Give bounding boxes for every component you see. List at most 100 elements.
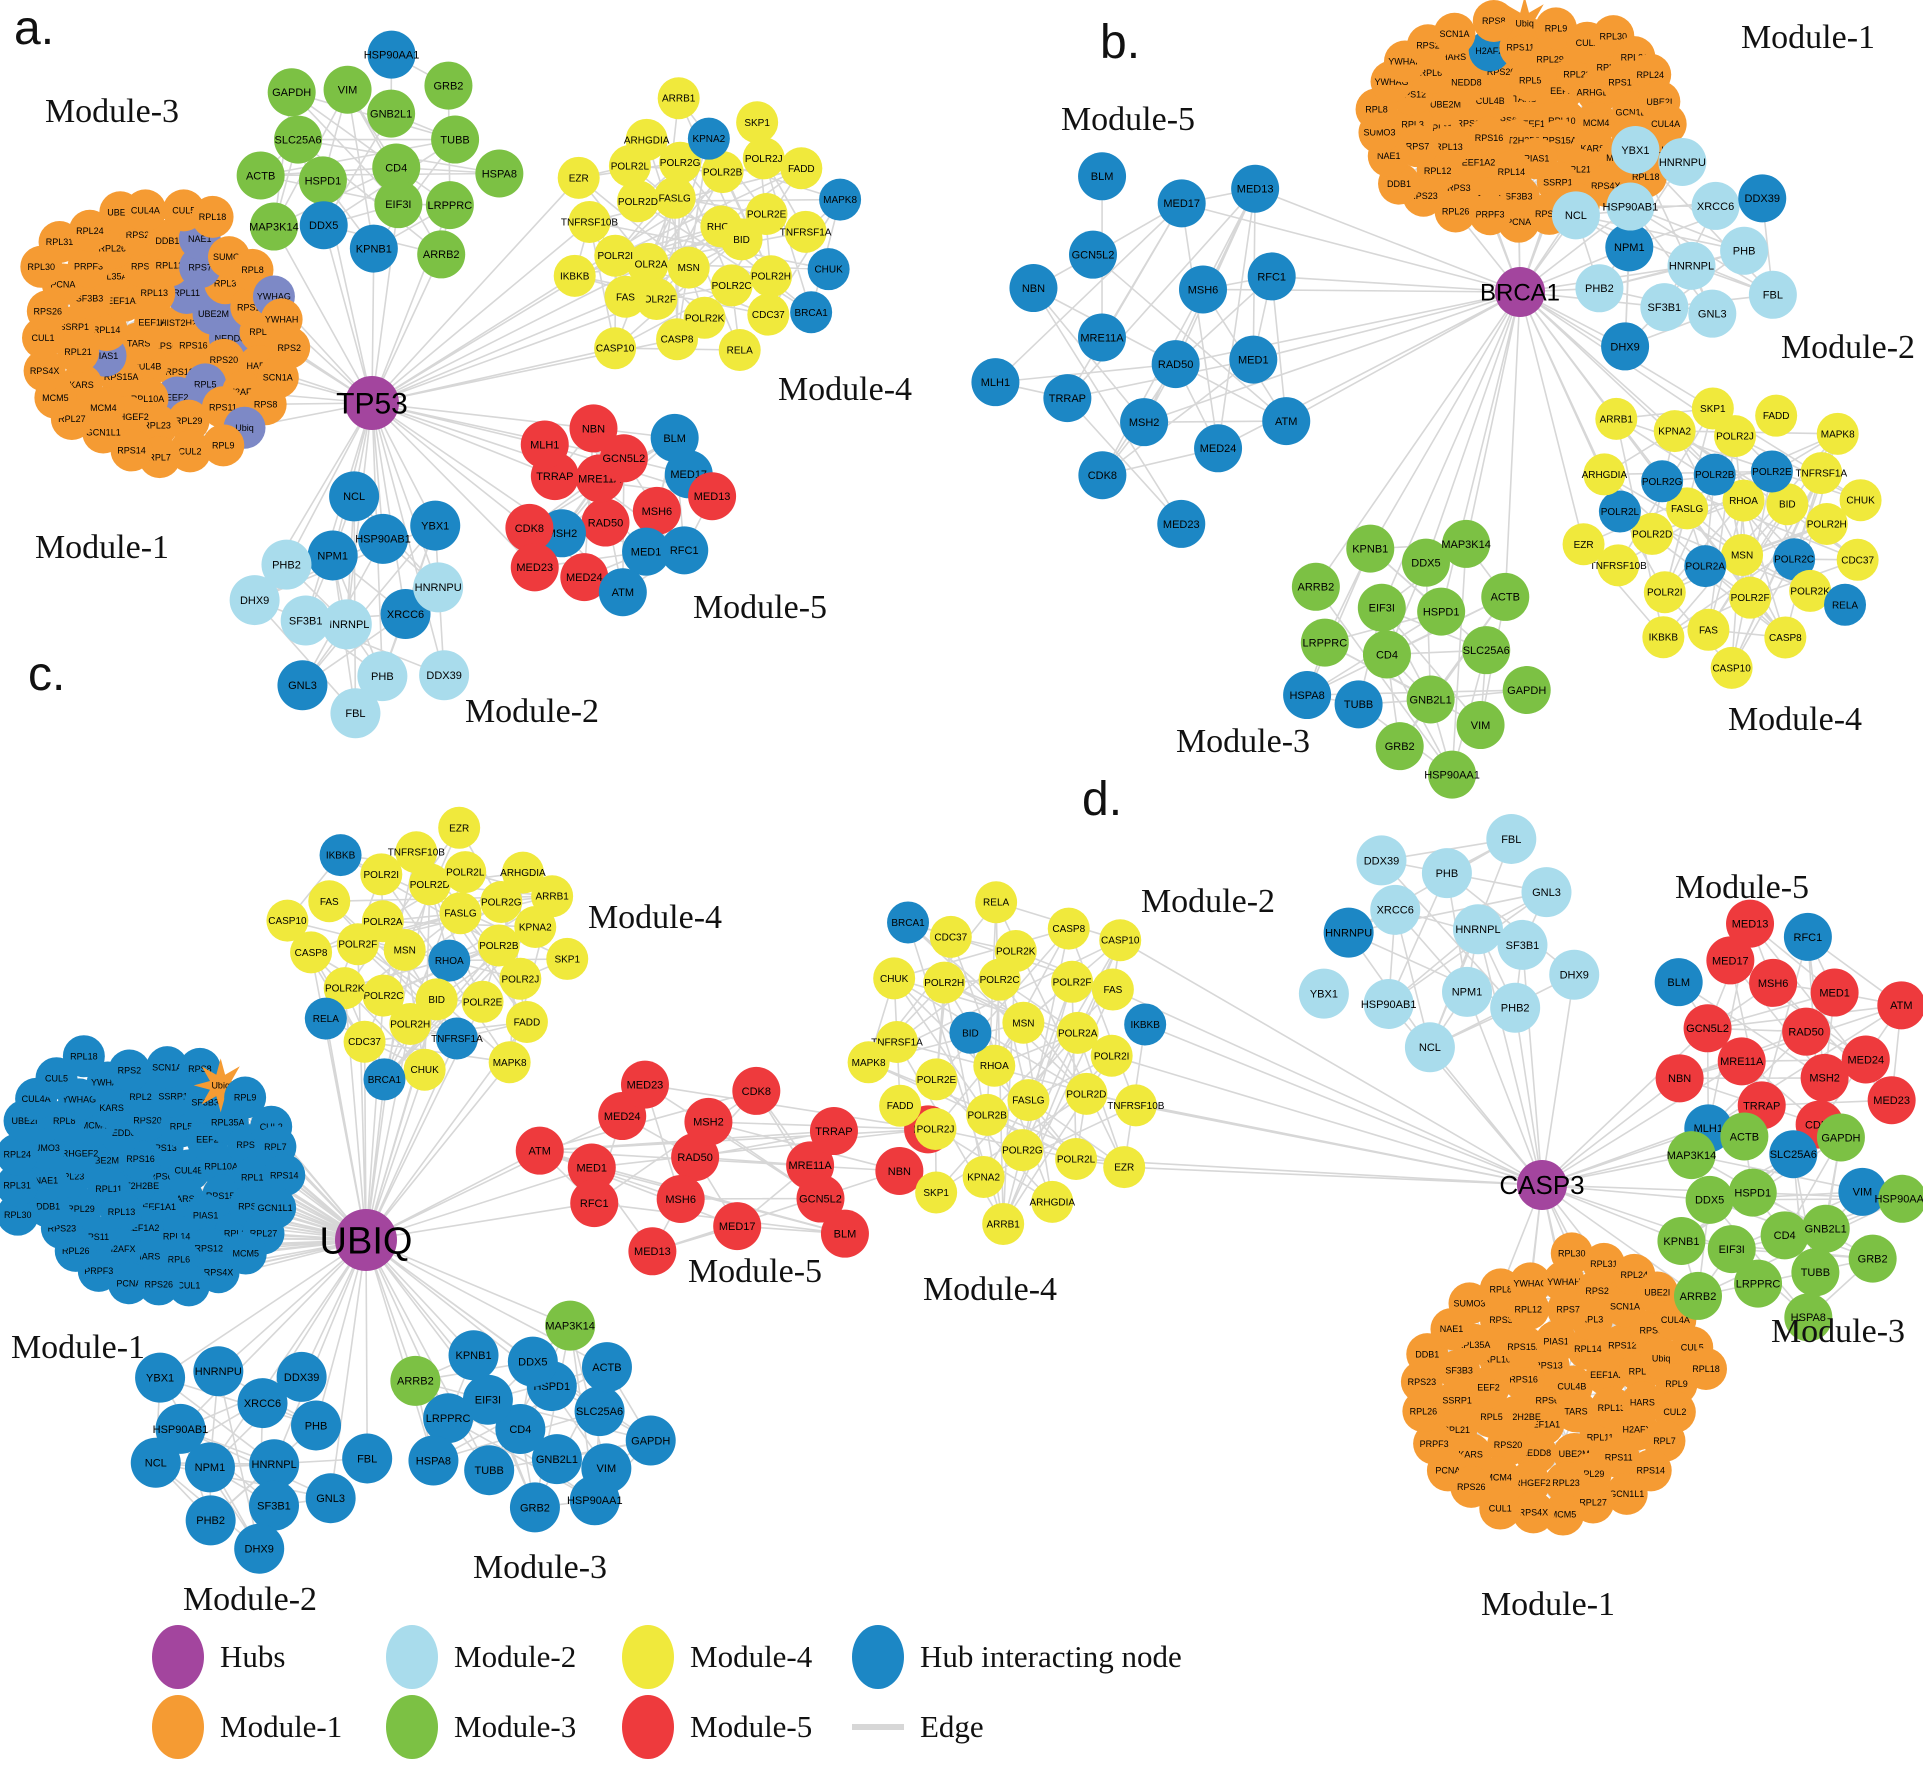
node-LRPPRC[interactable]: LRPPRC [1734,1259,1783,1308]
node-SLC25A6[interactable]: SLC25A6 [1769,1130,1818,1179]
node-DDX39[interactable]: DDX39 [276,1351,327,1402]
node-MAPK8[interactable]: MAPK8 [847,1041,890,1084]
node-ARRB1[interactable]: ARRB1 [1595,397,1638,440]
node-PHB[interactable]: PHB [1720,226,1769,275]
node-ATM[interactable]: ATM [1262,397,1311,446]
node-NCL[interactable]: NCL [329,471,380,522]
node-SKP1[interactable]: SKP1 [736,101,779,144]
node-HNRNPU[interactable]: HNRNPU [413,562,464,613]
node-CUL4A[interactable]: CUL4A [124,189,167,232]
node-MAP3K14[interactable]: MAP3K14 [249,202,299,251]
node-FADD[interactable]: FADD [1755,394,1798,437]
node-RPS26[interactable]: RPS26 [137,1263,180,1306]
node-DHX9[interactable]: DHX9 [229,575,280,626]
node-SF3B1[interactable]: SF3B1 [249,1480,300,1531]
node-RFC1[interactable]: RFC1 [1783,912,1832,961]
node-RFC1[interactable]: RFC1 [1247,252,1296,301]
node-DDX5[interactable]: DDX5 [507,1336,558,1387]
node-SLC25A6[interactable]: SLC25A6 [574,1386,625,1437]
node-TUBB[interactable]: TUBB [1791,1248,1840,1297]
node-TRRAP[interactable]: TRRAP [1043,374,1092,423]
node-DDX5[interactable]: DDX5 [299,201,348,250]
node-POLR2E[interactable]: POLR2E [1750,450,1793,493]
node-CHUK[interactable]: CHUK [873,957,916,1000]
node-POLR2F[interactable]: POLR2F [336,923,379,966]
node-RFC1[interactable]: RFC1 [570,1179,619,1228]
node-MED13[interactable]: MED13 [1726,899,1775,948]
node-POLR2I[interactable]: POLR2I [1090,1034,1133,1077]
node-FAS[interactable]: FAS [604,275,647,318]
node-MSH2[interactable]: MSH2 [1120,398,1169,447]
node-HSPA8[interactable]: HSPA8 [1283,671,1332,720]
node-MED23[interactable]: MED23 [510,543,559,592]
node-POLR2G[interactable]: POLR2G [1001,1129,1044,1172]
node-RAD50[interactable]: RAD50 [581,498,630,547]
node-EZR[interactable]: EZR [1103,1146,1146,1189]
node-RPS26[interactable]: RPS26 [26,290,69,333]
node-ACTB[interactable]: ACTB [1720,1112,1769,1161]
node-LRPPRC[interactable]: LRPPRC [1300,618,1349,667]
node-GNB2L1[interactable]: GNB2L1 [531,1434,582,1485]
node-SLC25A6[interactable]: SLC25A6 [274,115,323,164]
node-RPL18[interactable]: RPL18 [1684,1347,1727,1390]
node-SF3B1[interactable]: SF3B1 [1640,283,1689,332]
node-SKP1[interactable]: SKP1 [1691,387,1734,430]
node-GNL3[interactable]: GNL3 [277,660,328,711]
node-NPM1[interactable]: NPM1 [1442,966,1493,1017]
node-ATM[interactable]: ATM [1877,981,1923,1030]
node-HSPD1[interactable]: HSPD1 [1728,1168,1777,1217]
node-CDK8[interactable]: CDK8 [732,1066,781,1115]
node-PHB[interactable]: PHB [1421,848,1472,899]
node-POLR2I[interactable]: POLR2I [360,853,403,896]
node-HSP90AA1[interactable]: HSP90AA1 [364,30,420,79]
node-IKBKB[interactable]: IKBKB [319,834,362,877]
node-BLM[interactable]: BLM [1654,958,1703,1007]
node-MSN[interactable]: MSN [667,246,710,289]
node-ARRB2[interactable]: ARRB2 [1673,1271,1722,1320]
node-GRB2[interactable]: GRB2 [509,1482,560,1533]
node-FASLG[interactable]: FASLG [439,892,482,935]
node-VIM[interactable]: VIM [1456,701,1505,750]
node-ACTB[interactable]: ACTB [236,151,285,200]
node-HSPD1[interactable]: HSPD1 [298,156,347,205]
node-MED23[interactable]: MED23 [620,1060,669,1109]
node-TRRAP[interactable]: TRRAP [809,1107,858,1156]
node-KPNB1[interactable]: KPNB1 [1346,524,1395,573]
node-BLM[interactable]: BLM [820,1209,869,1258]
node-EZR[interactable]: EZR [1562,523,1605,566]
node-GNB2L1[interactable]: GNB2L1 [1406,675,1455,724]
node-FBL[interactable]: FBL [1486,813,1537,864]
node-POLR2I[interactable]: POLR2I [1643,571,1686,614]
node-HNRNPU[interactable]: HNRNPU [1658,137,1707,186]
node-RELA[interactable]: RELA [718,329,761,372]
node-POLR2L[interactable]: POLR2L [1598,490,1641,533]
node-GAPDH[interactable]: GAPDH [267,68,316,117]
hub-node-CASP3[interactable]: CASP3 [1499,1160,1585,1210]
node-RPL18[interactable]: RPL18 [62,1035,105,1078]
node-MED17[interactable]: MED17 [1157,179,1206,228]
node-KPNB1[interactable]: KPNB1 [1657,1216,1706,1265]
node-KPNA2[interactable]: KPNA2 [962,1156,1005,1199]
node-EIF3I[interactable]: EIF3I [374,180,423,229]
node-DHX9[interactable]: DHX9 [1549,949,1600,1000]
node-FADD[interactable]: FADD [879,1084,922,1127]
node-FAS[interactable]: FAS [308,880,351,923]
node-POLR2G[interactable]: POLR2G [1641,460,1684,503]
node-MED24[interactable]: MED24 [1841,1035,1890,1084]
node-MED1[interactable]: MED1 [1229,335,1278,384]
node-KPNB1[interactable]: KPNB1 [349,224,398,273]
node-GAPDH[interactable]: GAPDH [625,1415,676,1466]
node-KPNA2[interactable]: KPNA2 [1653,410,1696,453]
node-HNRNPU[interactable]: HNRNPU [1323,907,1374,958]
node-POLR2D[interactable]: POLR2D [616,180,659,223]
node-SKP1[interactable]: SKP1 [546,937,589,980]
node-SLC25A6[interactable]: SLC25A6 [1462,626,1511,675]
node-MED23[interactable]: MED23 [1867,1076,1916,1125]
node-POLR2H[interactable]: POLR2H [1805,502,1848,545]
node-DHX9[interactable]: DHX9 [1601,322,1650,371]
node-NPM1[interactable]: NPM1 [1605,223,1654,272]
node-NCL[interactable]: NCL [130,1437,181,1488]
node-HSP90AB1[interactable]: HSP90AB1 [1361,978,1417,1029]
node-SKP1[interactable]: SKP1 [915,1171,958,1214]
node-CDC37[interactable]: CDC37 [343,1020,386,1063]
